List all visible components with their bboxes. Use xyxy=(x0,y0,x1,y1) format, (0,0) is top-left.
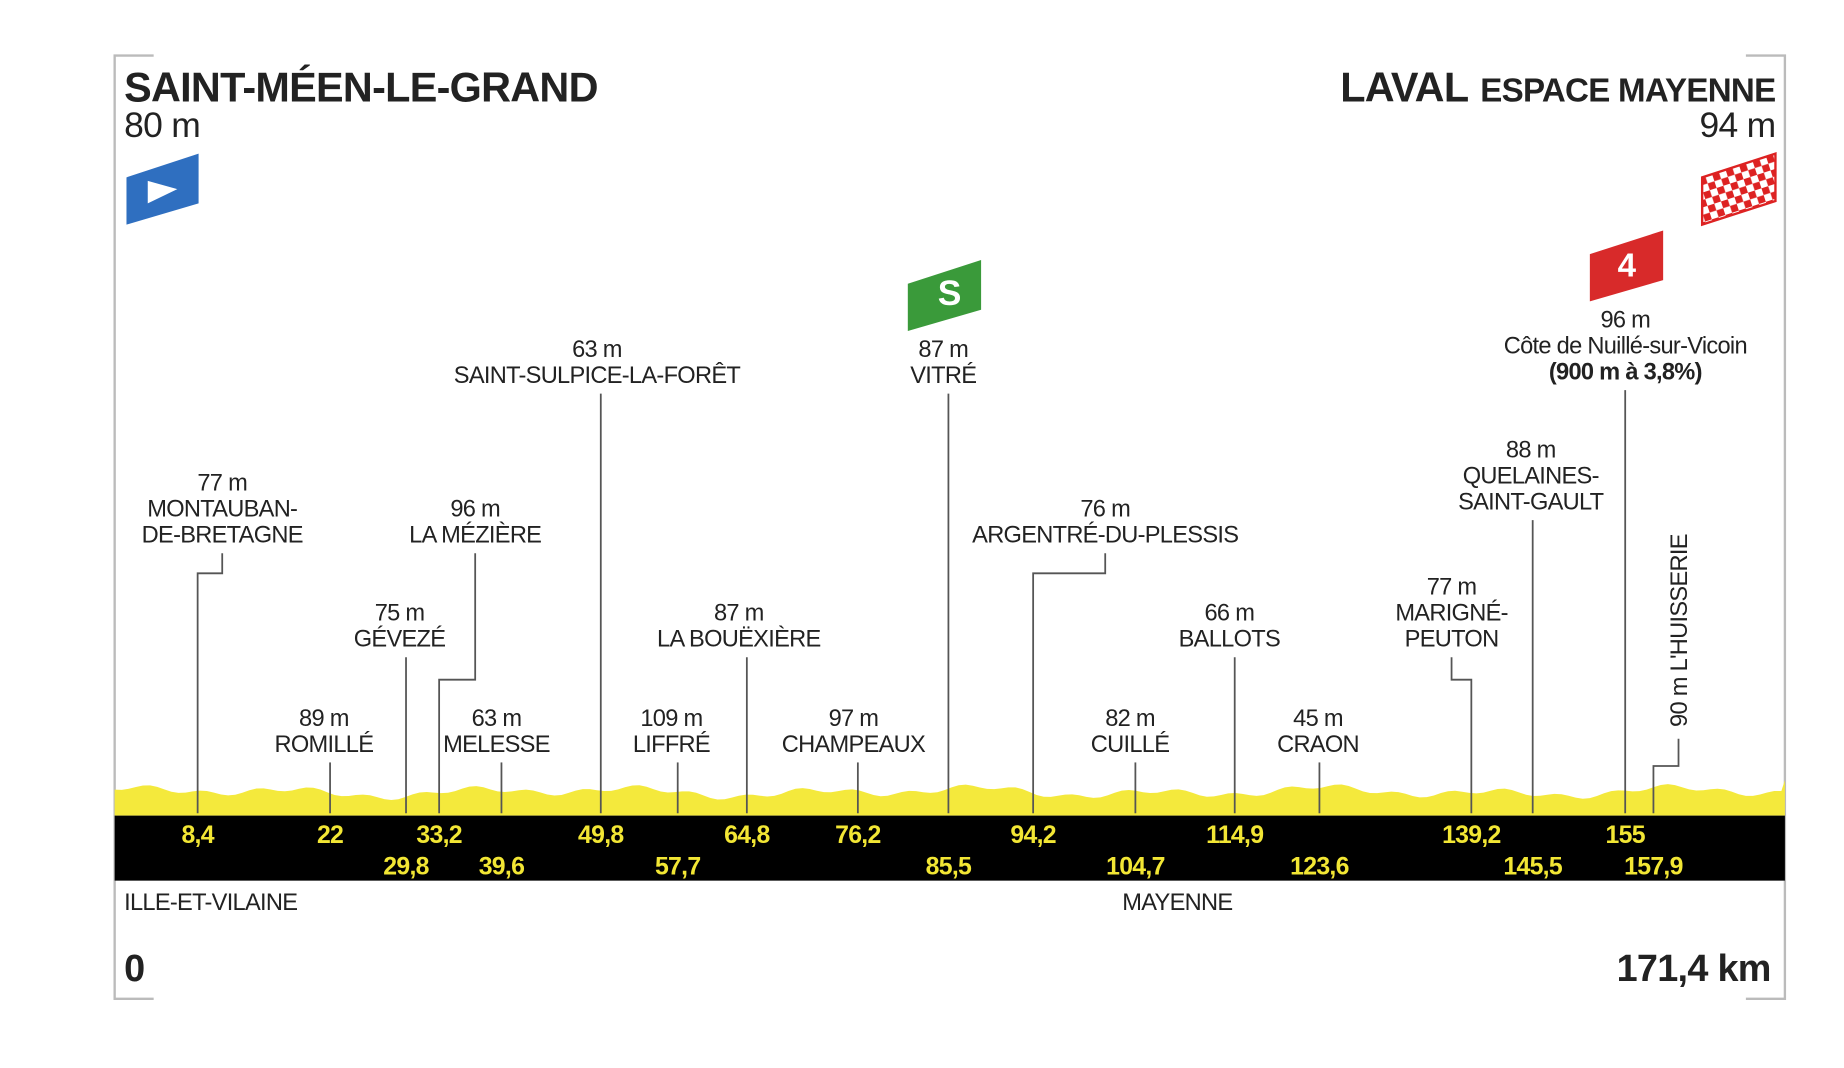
point-label: 97 m xyxy=(829,706,879,732)
km-band xyxy=(114,815,1785,881)
finish-altitude: 94 m xyxy=(1699,105,1775,145)
point-label: CRAON xyxy=(1277,732,1359,758)
point-label: 66 m xyxy=(1204,601,1254,627)
km-label: 94,2 xyxy=(1010,822,1055,849)
point-label: MONTAUBAN- xyxy=(147,497,297,523)
point-label: Côte de Nuillé-sur-Vicoin xyxy=(1504,333,1747,359)
finish-flag xyxy=(1700,152,1777,227)
km-label: 139,2 xyxy=(1442,822,1501,849)
finish-name: LAVAL ESPACE MAYENNE xyxy=(1340,65,1775,111)
km-label: 76,2 xyxy=(835,822,880,849)
point-label: ARGENTRÉ-DU-PLESSIS xyxy=(972,522,1238,549)
point-leader xyxy=(196,553,224,814)
point-label: VITRÉ xyxy=(910,362,976,389)
point-label: ROMILLÉ xyxy=(274,731,373,758)
point-label: SAINT-GAULT xyxy=(1458,489,1604,515)
km-label: 123,6 xyxy=(1290,854,1349,881)
start-altitude: 80 m xyxy=(124,105,200,145)
point-leader xyxy=(1450,657,1473,814)
point-label: BALLOTS xyxy=(1179,627,1280,653)
kom-icon-label: 4 xyxy=(1618,248,1637,285)
kom-icon xyxy=(1589,230,1664,302)
point-label: 82 m xyxy=(1105,706,1155,732)
point-label: 96 m xyxy=(1600,307,1650,333)
point-label: PEUTON xyxy=(1405,627,1499,653)
point-leader xyxy=(438,553,477,814)
point-label: 89 m xyxy=(299,706,349,732)
point-label: GÉVEZÉ xyxy=(354,626,446,653)
point-label: 77 m xyxy=(197,471,247,497)
km-label: 114,9 xyxy=(1206,822,1263,849)
km-label: 57,7 xyxy=(655,854,700,881)
km-label: 104,7 xyxy=(1106,854,1165,881)
point-label: CUILLÉ xyxy=(1091,731,1169,758)
point-label: DE-BRETAGNE xyxy=(142,523,303,549)
point-leader xyxy=(1652,738,1680,814)
point-label: 77 m xyxy=(1427,575,1477,601)
point-label: (900 m à 3,8%) xyxy=(1549,359,1702,385)
point-leader xyxy=(1032,553,1107,814)
region-label: MAYENNE xyxy=(1122,890,1232,916)
point-label: 75 m xyxy=(375,601,425,627)
start-arrow xyxy=(147,180,178,204)
point-label: LIFFRÉ xyxy=(633,731,710,758)
km-label: 22 xyxy=(317,822,343,849)
finish-subname: ESPACE MAYENNE xyxy=(1480,73,1775,110)
point-label: MARIGNÉ- xyxy=(1395,600,1507,627)
point-label: 96 m xyxy=(450,497,500,523)
km-label: 39,6 xyxy=(479,854,524,881)
point-label: 76 m xyxy=(1080,497,1130,523)
km-label: 85,5 xyxy=(926,854,972,881)
km-label: 64,8 xyxy=(724,822,770,849)
point-label: CHAMPEAUX xyxy=(782,732,926,758)
point-label: 63 m xyxy=(472,706,522,732)
elevation-profile xyxy=(114,780,1785,816)
start-name: SAINT-MÉEN-LE-GRAND xyxy=(124,65,598,111)
distance-start: 0 xyxy=(124,948,144,990)
sprint-icon xyxy=(907,260,982,331)
km-label: 8,4 xyxy=(181,822,214,849)
point-label: 88 m xyxy=(1506,437,1556,463)
sprint-icon-label: S xyxy=(938,273,961,313)
point-label: 87 m xyxy=(714,601,764,627)
point-label: 45 m xyxy=(1293,706,1343,732)
point-label: 87 m xyxy=(918,337,968,363)
finish-town: LAVAL xyxy=(1340,65,1468,111)
point-label: LA BOUËXIÈRE xyxy=(657,626,821,653)
km-label: 49,8 xyxy=(578,822,624,849)
point-label: 63 m xyxy=(572,337,622,363)
km-label: 155 xyxy=(1606,822,1646,849)
point-label: QUELAINES- xyxy=(1463,463,1599,489)
km-label: 145,5 xyxy=(1503,854,1562,881)
km-label: 33,2 xyxy=(416,822,461,849)
point-label: SAINT-SULPICE-LA-FORÊT xyxy=(454,362,741,389)
frame xyxy=(113,54,1787,1001)
km-label: 29,8 xyxy=(383,854,429,881)
point-label: 109 m xyxy=(640,706,702,732)
point-label: 90 m L'HUISSERIE xyxy=(1667,534,1693,727)
point-label: LA MÉZIÈRE xyxy=(409,522,541,549)
km-label: 157,9 xyxy=(1624,854,1683,881)
distance-end: 171,4 km xyxy=(1617,948,1771,990)
region-label: ILLE-ET-VILAINE xyxy=(124,890,297,916)
point-label: MELESSE xyxy=(443,732,550,758)
